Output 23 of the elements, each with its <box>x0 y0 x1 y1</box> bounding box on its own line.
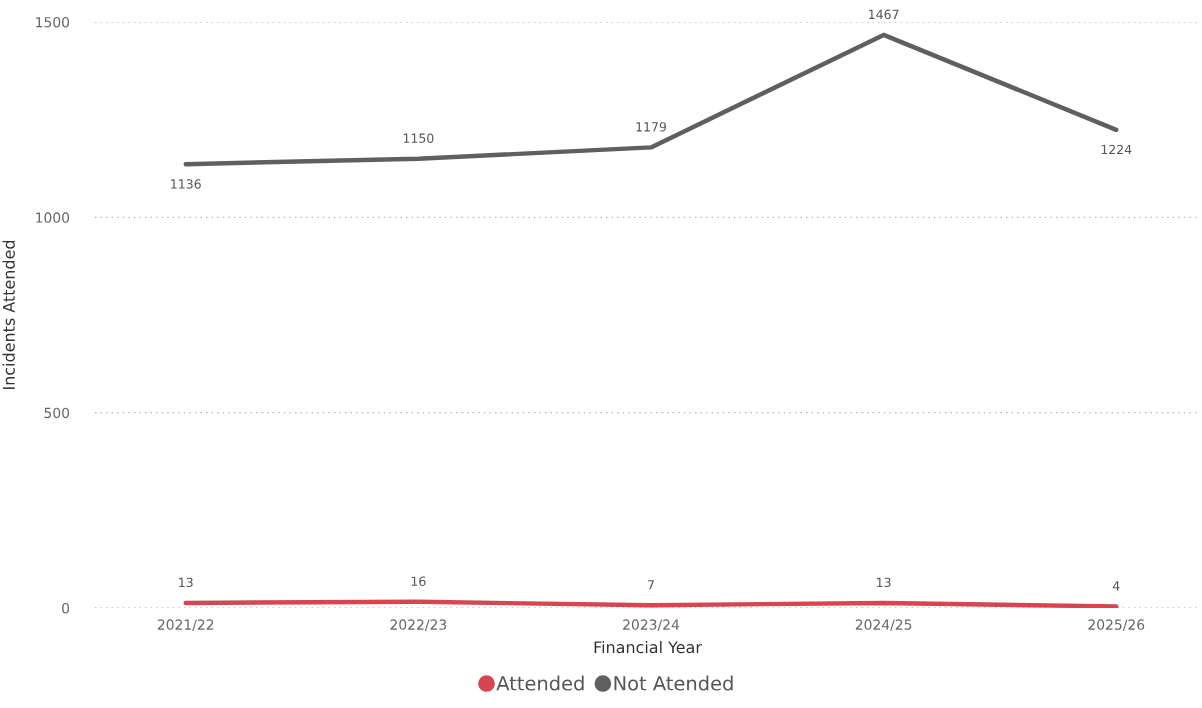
legend-label: Not Atended <box>614 675 733 691</box>
x-tick-label: 2025/26 <box>1088 619 1145 631</box>
data-label: 1179 <box>636 122 667 132</box>
x-tick-label: 2022/23 <box>390 619 447 631</box>
y-tick-label: 0 <box>62 602 70 614</box>
y-axis-title: Incidents Attended <box>2 240 15 389</box>
data-label: 7 <box>648 580 654 590</box>
y-tick-label: 1000 <box>36 212 70 223</box>
y-tick-label: 1500 <box>36 16 70 28</box>
data-label: 4 <box>1112 581 1120 591</box>
data-label: 13 <box>179 577 193 588</box>
data-label: 1224 <box>1101 144 1132 155</box>
data-label: 16 <box>411 576 426 586</box>
x-tick-label: 2023/24 <box>623 619 680 631</box>
x-axis-title: Financial Year <box>594 640 702 654</box>
y-tick-label: 500 <box>44 407 70 419</box>
legend-label: Attended <box>496 675 584 691</box>
data-label: 1467 <box>869 9 899 20</box>
x-tick-label: 2021/22 <box>157 619 214 631</box>
data-label: 13 <box>877 577 891 588</box>
data-label: 1136 <box>171 179 201 189</box>
data-label: 1150 <box>403 133 434 143</box>
x-tick-label: 2024/25 <box>855 619 912 631</box>
